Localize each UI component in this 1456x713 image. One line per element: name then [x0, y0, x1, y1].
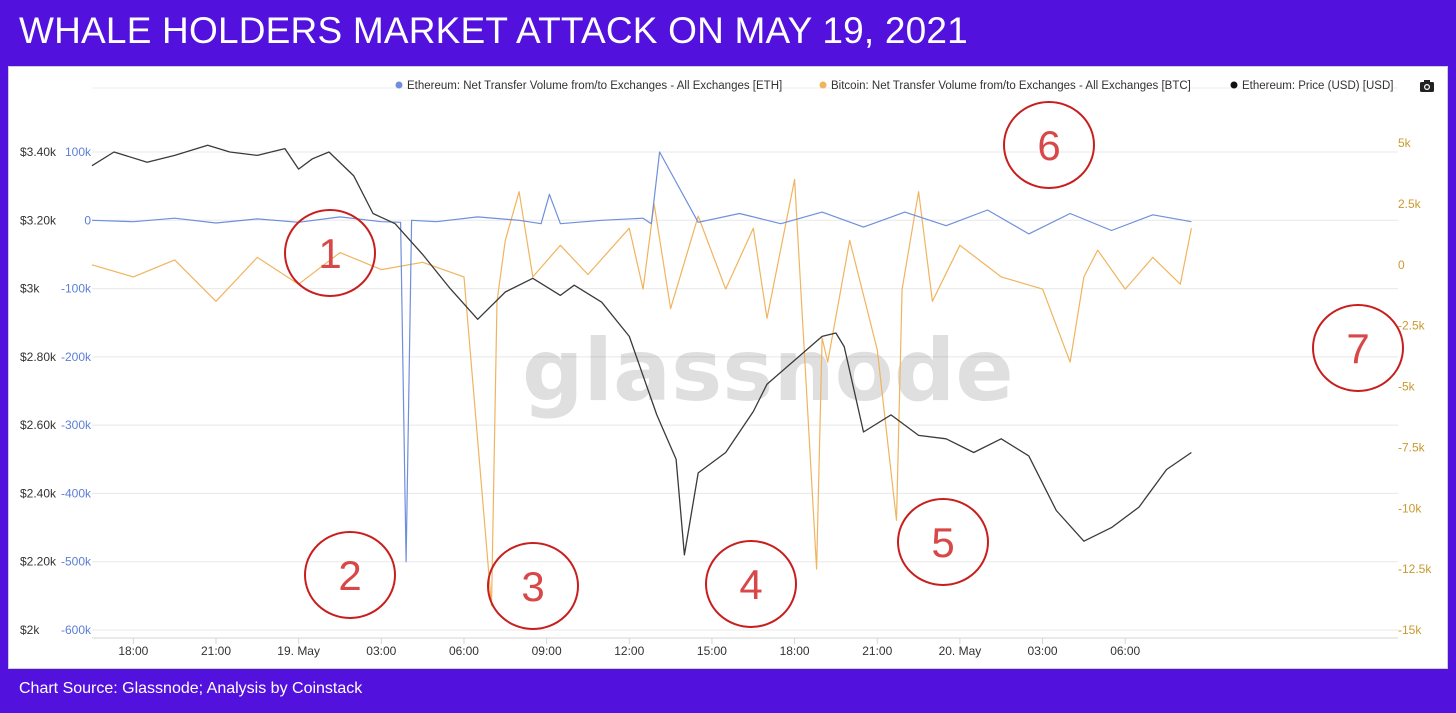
series-layer — [91, 144, 1192, 607]
legend: Ethereum: Net Transfer Volume from/to Ex… — [395, 80, 1393, 92]
btc-tick-label: -2.5k — [1398, 319, 1426, 333]
annotation-circle — [897, 498, 989, 586]
btc-tick-label: -7.5k — [1398, 440, 1426, 454]
annotation-4: 4 — [705, 540, 797, 628]
x-tick-label: 06:00 — [449, 644, 479, 658]
btc-tick-label: -10k — [1398, 501, 1422, 515]
page-title: WHALE HOLDERS MARKET ATTACK ON MAY 19, 2… — [19, 10, 968, 51]
annotation-number: 7 — [1346, 325, 1369, 372]
annotation-circle — [304, 531, 396, 619]
annotation-circle — [1003, 101, 1095, 189]
eth-tick-label: -400k — [61, 486, 92, 500]
eth-tick-label: -600k — [61, 623, 92, 637]
btc-axis: 5k 2.5k 0 -2.5k -5k -7.5k -10k -12.5k -15k — [1398, 136, 1432, 637]
btc-tick-label: 0 — [1398, 258, 1405, 272]
eth-legend-label: Ethereum: Net Transfer Volume from/to Ex… — [407, 80, 782, 92]
watermark: glassnode — [522, 321, 1014, 421]
annotation-number: 3 — [521, 563, 544, 610]
price-legend-marker — [1230, 81, 1238, 89]
x-tick-label: 18:00 — [118, 644, 148, 658]
series-line-price — [91, 144, 1192, 556]
annotation-6: 6 — [1003, 101, 1095, 189]
btc-tick-label: -5k — [1398, 380, 1416, 394]
x-tick-label: 15:00 — [697, 644, 727, 658]
annotation-number: 4 — [739, 561, 762, 608]
price-legend-label: Ethereum: Price (USD) [USD] — [1242, 80, 1393, 92]
series-line-eth — [91, 151, 1192, 563]
annotation-number: 5 — [931, 519, 954, 566]
annotation-circle — [705, 540, 797, 628]
price-tick-label: $3k — [20, 282, 40, 296]
annotation-number: 6 — [1037, 122, 1060, 169]
annotation-3: 3 — [487, 542, 579, 630]
x-tick-label: 03:00 — [1028, 644, 1058, 658]
series-line-btc — [91, 178, 1192, 607]
eth-tick-label: -500k — [61, 555, 92, 569]
annotation-1: 1 — [284, 209, 376, 297]
btc-tick-label: 2.5k — [1398, 197, 1422, 211]
x-tick-label: 12:00 — [614, 644, 644, 658]
price-tick-label: $2k — [20, 623, 40, 637]
annotation-2: 2 — [304, 531, 396, 619]
btc-tick-label: 5k — [1398, 136, 1412, 150]
annotation-circle — [1312, 304, 1404, 392]
x-tick-label: 21:00 — [862, 644, 892, 658]
btc-tick-label: -15k — [1398, 623, 1422, 637]
eth-axis: -600k -500k -400k -300k -200k -100k 0 100k — [61, 145, 92, 637]
camera-icon[interactable] — [1420, 80, 1434, 92]
btc-tick-label: -12.5k — [1398, 562, 1432, 576]
x-tick-label: 03:00 — [366, 644, 396, 658]
price-tick-label: $2.40k — [20, 486, 57, 500]
price-tick-label: $2.60k — [20, 418, 57, 432]
annotation-5: 5 — [897, 498, 989, 586]
eth-tick-label: -200k — [61, 350, 92, 364]
eth-tick-label: -300k — [61, 418, 92, 432]
eth-tick-label: 100k — [65, 145, 92, 159]
chart-panel — [8, 66, 1448, 669]
eth-legend-marker — [395, 81, 403, 89]
x-axis: 18:00 21:00 19. May 03:00 06:00 09:00 12:00 15:… — [92, 637, 1398, 658]
eth-tick-label: -100k — [61, 282, 92, 296]
x-tick-label: 20. May — [939, 644, 982, 658]
x-tick-label: 18:00 — [780, 644, 810, 658]
price-tick-label: $2.20k — [20, 555, 57, 569]
eth-tick-label: 0 — [84, 213, 91, 227]
x-tick-label: 19. May — [277, 644, 320, 658]
price-tick-label: $3.20k — [20, 213, 57, 227]
btc-legend-label: Bitcoin: Net Transfer Volume from/to Exc… — [831, 80, 1191, 92]
price-tick-label: $2.80k — [20, 350, 57, 364]
annotation-circle — [284, 209, 376, 297]
price-tick-label: $3.40k — [20, 145, 57, 159]
x-tick-label: 06:00 — [1110, 644, 1140, 658]
btc-legend-marker — [819, 81, 827, 89]
annotation-number: 1 — [318, 230, 341, 277]
annotation-number: 2 — [338, 552, 361, 599]
x-tick-label: 21:00 — [201, 644, 231, 658]
annotation-7: 7 — [1312, 304, 1404, 392]
x-tick-label: 09:00 — [532, 644, 562, 658]
annotation-circle — [487, 542, 579, 630]
price-axis: $2k $2.20k $2.40k $2.60k $2.80k $3k $3.20k $3.4… — [20, 145, 57, 637]
chart-source: Chart Source: Glassnode; Analysis by Coi… — [19, 680, 363, 697]
annotations: 1 2 3 4 5 6 7 — [284, 101, 1404, 630]
